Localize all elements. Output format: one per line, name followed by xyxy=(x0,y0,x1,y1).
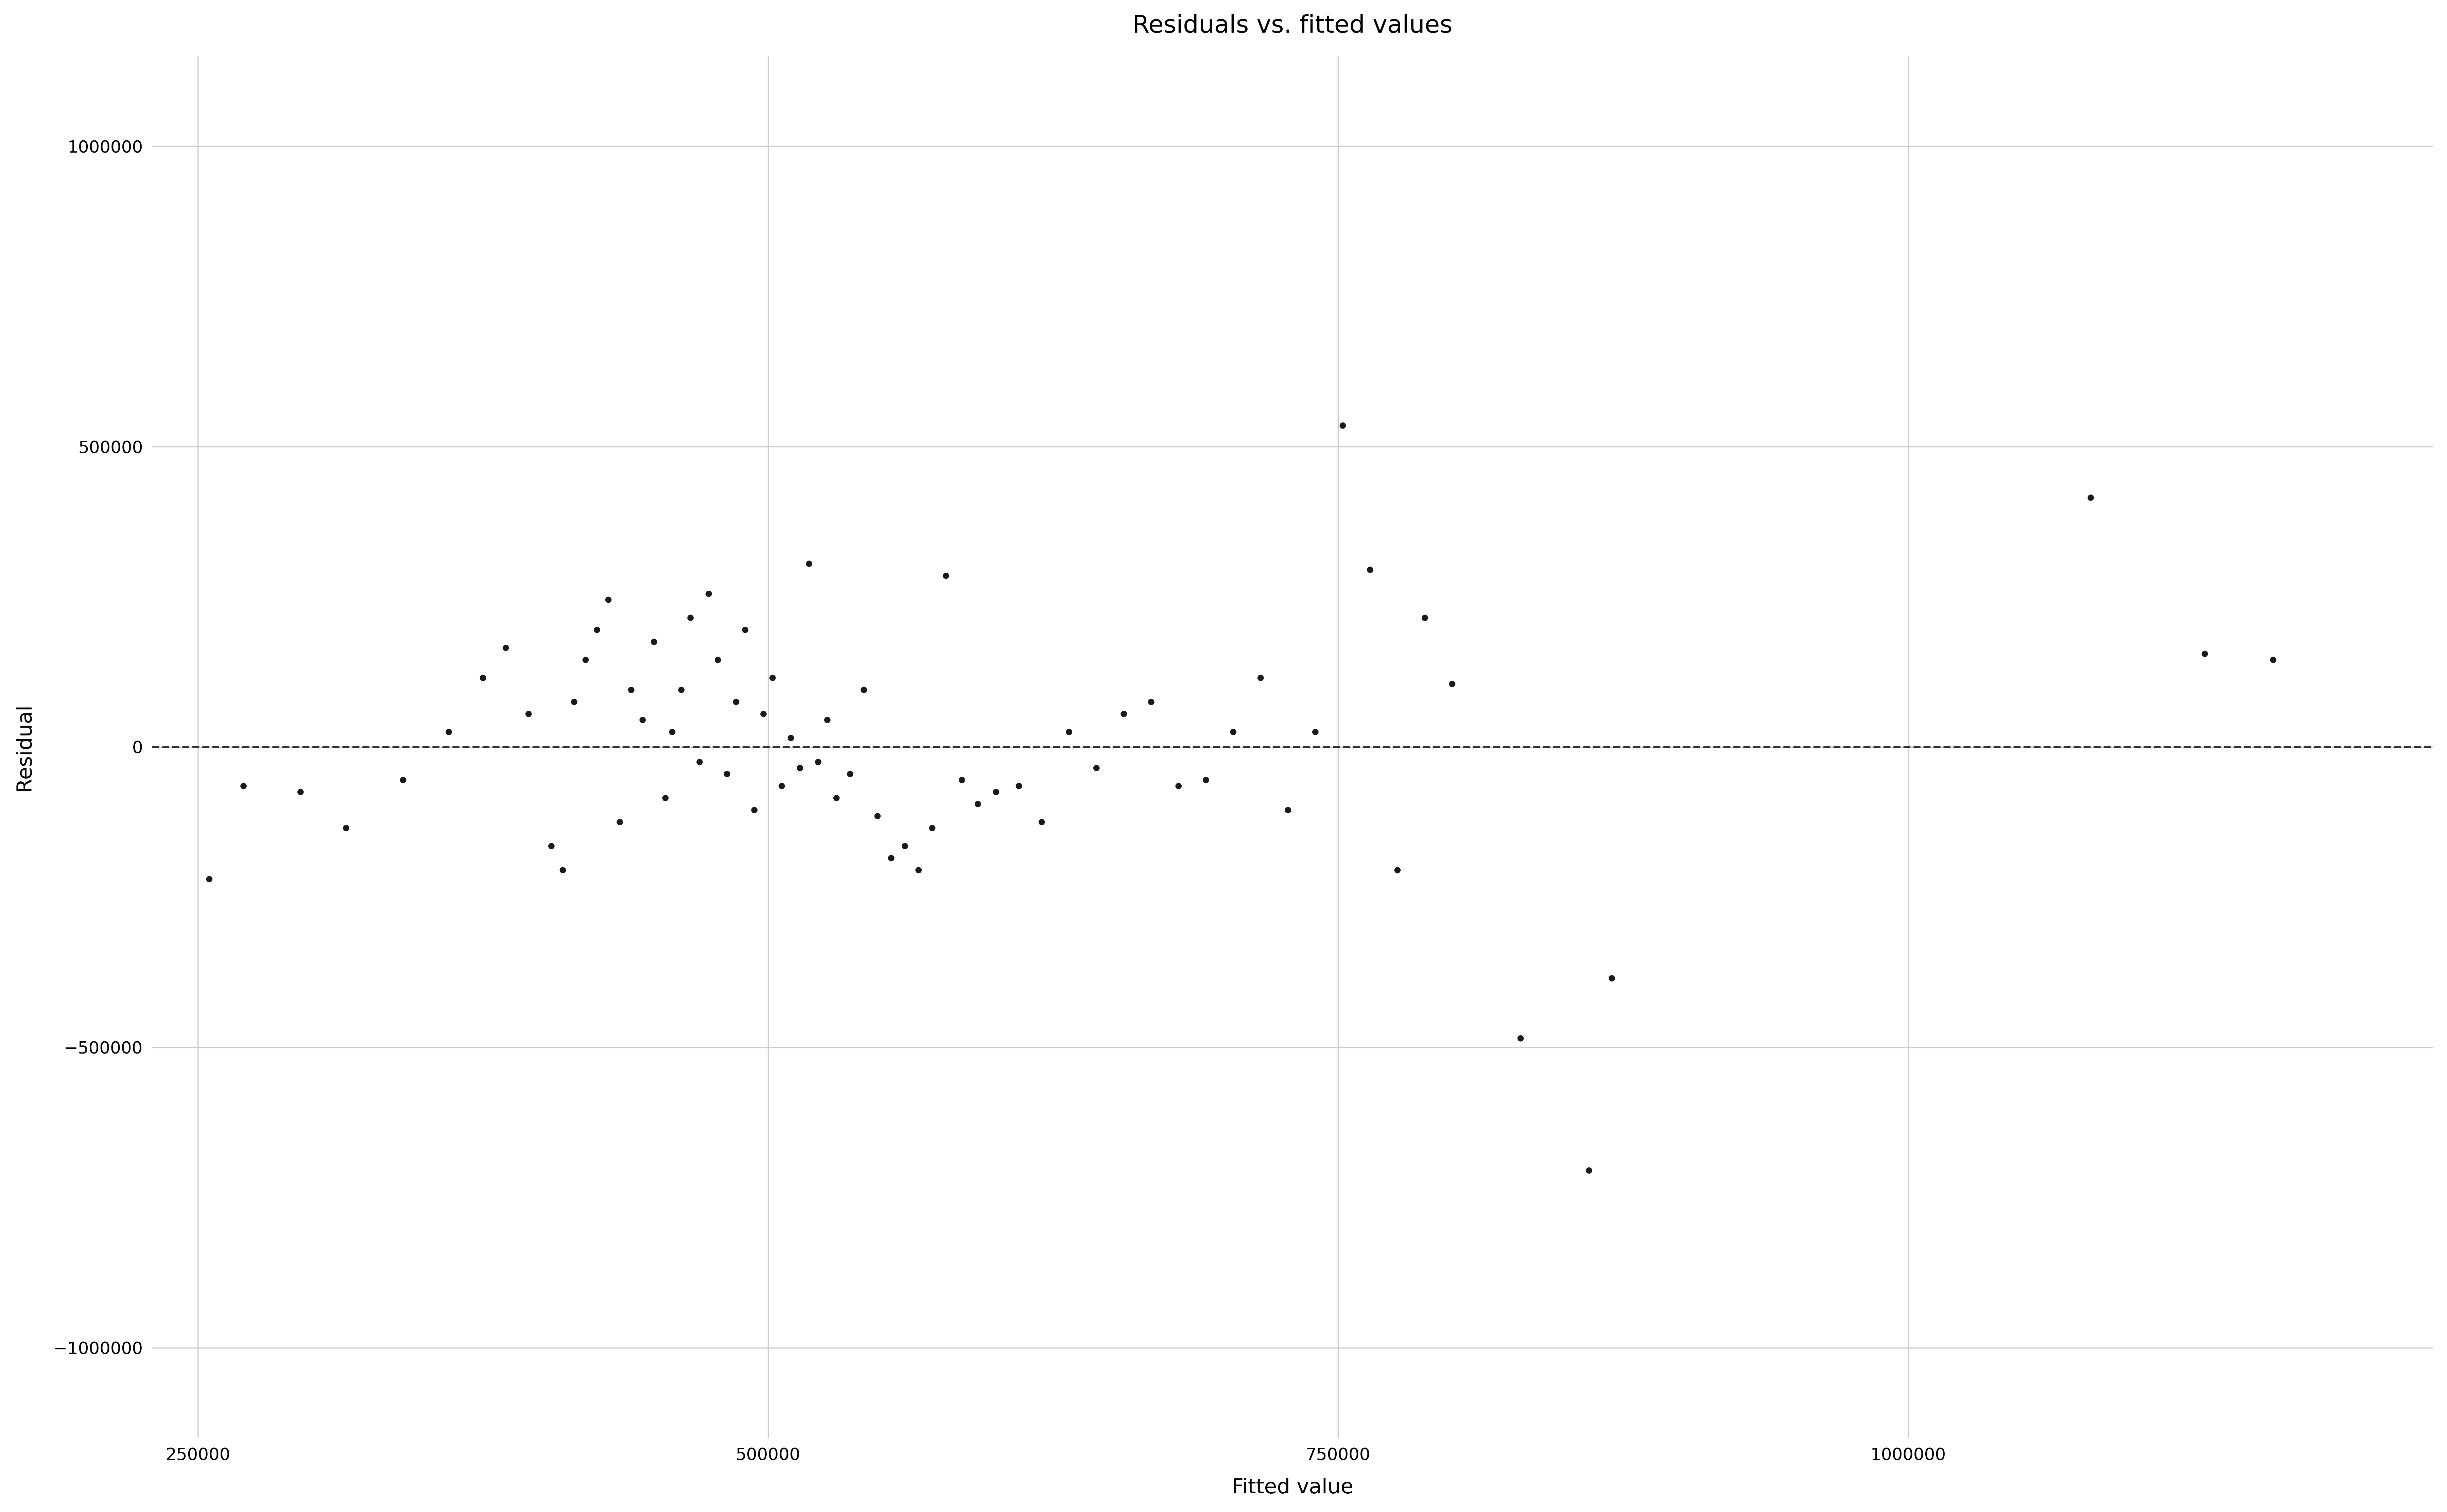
Point xyxy=(817,786,856,810)
Point xyxy=(509,702,548,726)
Point xyxy=(612,677,651,702)
Point xyxy=(1077,756,1116,780)
Point xyxy=(1131,689,1170,714)
Point xyxy=(531,835,570,859)
Point xyxy=(844,677,883,702)
Point xyxy=(927,564,967,588)
Point xyxy=(600,810,639,835)
Point xyxy=(998,774,1038,798)
Point xyxy=(734,798,773,823)
Point xyxy=(577,618,617,643)
Point xyxy=(1500,1027,1539,1051)
Point xyxy=(727,618,766,643)
Point xyxy=(1351,558,1390,582)
Point xyxy=(761,774,800,798)
Point xyxy=(2070,485,2109,510)
Point xyxy=(1324,413,1363,437)
Point xyxy=(830,762,869,786)
Point xyxy=(744,702,783,726)
Point xyxy=(790,552,830,576)
Point xyxy=(325,816,365,841)
Point xyxy=(2254,647,2293,671)
Point xyxy=(754,665,793,689)
Point xyxy=(225,774,264,798)
Point xyxy=(646,786,685,810)
Point xyxy=(2185,641,2224,665)
Point xyxy=(462,665,502,689)
Point xyxy=(808,708,847,732)
Point xyxy=(1593,966,1632,990)
Point xyxy=(859,804,898,829)
Point xyxy=(1023,810,1062,835)
Point xyxy=(1378,857,1417,881)
Point xyxy=(543,857,582,881)
Point xyxy=(959,792,998,816)
Point xyxy=(707,762,746,786)
Point xyxy=(1241,665,1280,689)
Point xyxy=(1214,720,1253,744)
Point xyxy=(781,756,820,780)
Point xyxy=(1050,720,1089,744)
Point xyxy=(697,647,737,671)
Point xyxy=(487,635,526,659)
Point xyxy=(1160,774,1199,798)
Point xyxy=(634,631,673,655)
Title: Residuals vs. fitted values: Residuals vs. fitted values xyxy=(1133,14,1454,38)
Point xyxy=(624,708,663,732)
Point xyxy=(1569,1158,1608,1182)
Point xyxy=(653,720,693,744)
Point xyxy=(1431,671,1471,696)
Point xyxy=(717,689,756,714)
Point xyxy=(976,780,1016,804)
Point xyxy=(886,835,925,859)
Point xyxy=(913,816,952,841)
Point xyxy=(1297,720,1336,744)
X-axis label: Fitted value: Fitted value xyxy=(1231,1477,1353,1498)
Point xyxy=(680,750,719,774)
Point xyxy=(670,606,710,631)
Y-axis label: Residual: Residual xyxy=(15,703,34,791)
Point xyxy=(1187,768,1226,792)
Point xyxy=(281,780,321,804)
Point xyxy=(898,857,937,881)
Point xyxy=(555,689,595,714)
Point xyxy=(1405,606,1444,631)
Point xyxy=(661,677,700,702)
Point xyxy=(1104,702,1143,726)
Point xyxy=(384,768,423,792)
Point xyxy=(798,750,837,774)
Point xyxy=(871,847,910,871)
Point xyxy=(1268,798,1307,823)
Point xyxy=(428,720,467,744)
Point xyxy=(565,647,604,671)
Point xyxy=(590,588,629,612)
Point xyxy=(690,582,729,606)
Point xyxy=(942,768,981,792)
Point xyxy=(771,726,810,750)
Point xyxy=(191,866,230,891)
